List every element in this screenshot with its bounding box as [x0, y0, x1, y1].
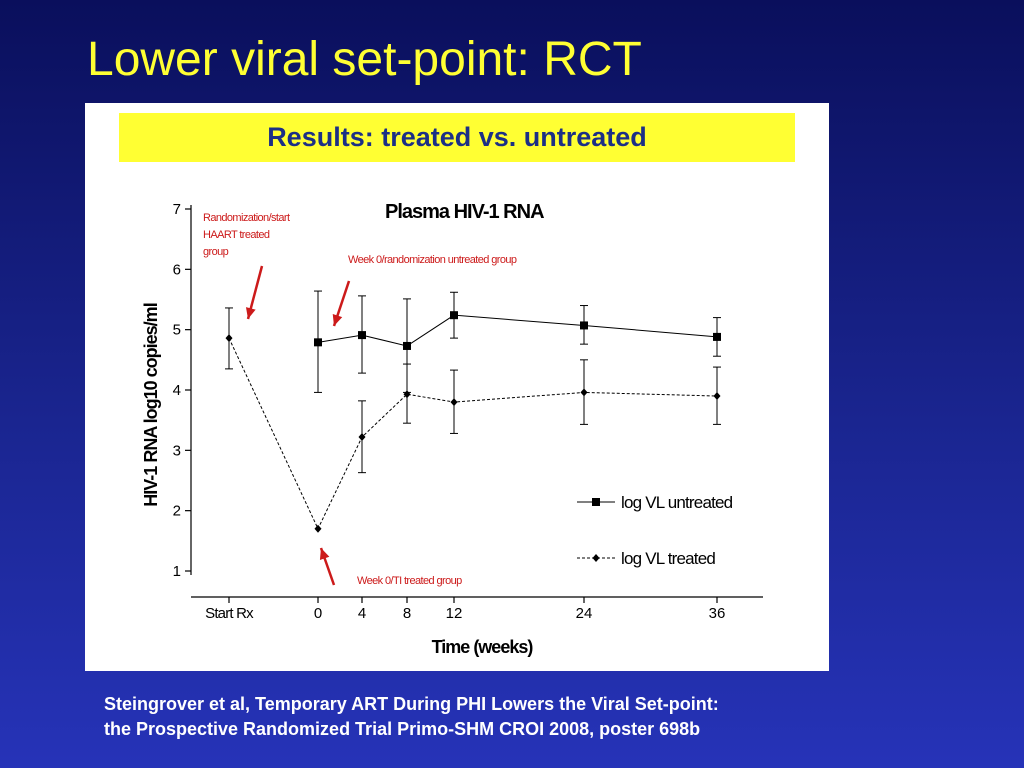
data-point-square — [314, 338, 322, 347]
y-tick-label-1: 1 — [173, 563, 181, 580]
citation-line-1: Steingrover et al, Temporary ART During … — [104, 694, 719, 714]
annotation-start-haart-line-1: HAART treated — [203, 229, 270, 241]
y-tick-label-3: 3 — [173, 442, 181, 459]
annotation-week0-ti: Week 0/TI treated group — [357, 575, 462, 587]
citation-line-2: the Prospective Randomized Trial Primo-S… — [104, 719, 701, 739]
chart-title: Plasma HIV-1 RNA — [385, 201, 544, 223]
data-point-diamond — [450, 398, 458, 407]
data-point-diamond — [713, 392, 721, 401]
x-tick-label: 12 — [446, 605, 463, 622]
legend-marker-square — [592, 498, 600, 506]
data-point-diamond — [358, 433, 366, 442]
data-point-square — [450, 311, 458, 320]
x-tick-label: 8 — [403, 605, 411, 622]
y-tick-label-6: 6 — [173, 261, 181, 278]
data-point-square — [580, 321, 588, 330]
x-tick-label: Start Rx — [205, 605, 254, 622]
y-tick-label-2: 2 — [173, 503, 181, 520]
data-point-diamond — [403, 390, 411, 399]
data-point-square — [713, 332, 721, 341]
annotation-week0-untreated: Week 0/randomization untreated group — [348, 254, 517, 266]
y-axis-label: HIV-1 RNA log10 copies/ml — [141, 303, 161, 506]
y-tick-label-7: 7 — [173, 201, 181, 218]
data-point-square — [358, 331, 366, 340]
arrow-week0-untreated-head — [332, 313, 343, 326]
citation: Steingrover et al, Temporary ART During … — [104, 692, 719, 742]
data-point-diamond — [580, 388, 588, 397]
legend-label-0: log VL untreated — [621, 493, 733, 512]
x-axis-label: Time (weeks) — [432, 637, 534, 657]
y-tick-label-4: 4 — [173, 382, 181, 399]
x-tick-label: 36 — [709, 605, 726, 622]
x-tick-label: 0 — [314, 605, 322, 622]
results-banner: Results: treated vs. untreated — [119, 113, 795, 162]
arrow-start-haart-head — [245, 307, 256, 319]
legend-label-1: log VL treated — [621, 549, 715, 568]
y-tick-label-5: 5 — [173, 322, 181, 339]
legend-marker-diamond — [592, 554, 600, 562]
data-point-diamond — [314, 524, 322, 533]
arrow-week0-ti-head — [319, 548, 330, 561]
data-point-diamond — [225, 334, 233, 343]
annotation-start-haart-line-0: Randomization/start — [203, 212, 290, 224]
series-line-0 — [317, 314, 718, 347]
x-tick-label: 24 — [576, 605, 593, 622]
data-point-square — [403, 341, 411, 350]
annotation-start-haart-line-2: group — [203, 246, 229, 258]
x-tick-label: 4 — [358, 605, 366, 622]
slide-title: Lower viral set-point: RCT — [87, 33, 642, 86]
banner-text: Results: treated vs. untreated — [267, 122, 647, 152]
chart-panel: Results: treated vs. untreated Plasma HI… — [85, 103, 829, 671]
